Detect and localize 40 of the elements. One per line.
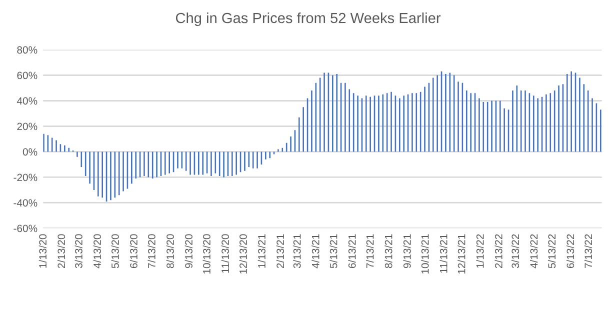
x-tick-label: 4/13/21: [312, 234, 320, 268]
x-tick-label: 1/13/22: [476, 234, 484, 268]
x-tick-label: 10/13/20: [202, 234, 210, 274]
x-tick-label: 7/13/21: [366, 234, 374, 268]
x-tick-label: 8/13/20: [166, 234, 174, 268]
x-tick-label: 8/13/21: [384, 234, 392, 268]
y-tick-label: 80%: [17, 46, 38, 54]
y-tick-label: -20%: [14, 174, 38, 182]
x-tick-label: 4/13/22: [530, 234, 538, 268]
x-tick-label: 1/13/20: [38, 234, 47, 268]
x-tick-label: 11/13/21: [440, 234, 448, 273]
x-tick-label: 2/13/20: [57, 234, 66, 268]
y-tick-label: 60%: [17, 72, 38, 80]
chart-title: Chg in Gas Prices from 52 Weeks Earlier: [176, 12, 441, 26]
x-tick-label: 3/13/22: [511, 234, 520, 268]
y-tick-label: -60%: [14, 224, 38, 232]
x-tick-label: 6/13/20: [130, 234, 138, 268]
x-tick-label: 5/13/20: [111, 234, 119, 268]
y-tick-label: 0%: [22, 148, 38, 156]
y-tick-label: 40%: [16, 97, 38, 105]
x-tick-label: 11/13/20: [221, 234, 229, 273]
x-tick-label: 6/13/21: [348, 234, 356, 268]
y-tick-label: -40%: [14, 199, 38, 207]
x-tick-label: 9/13/21: [403, 234, 411, 268]
x-tick-label: 2/13/21: [276, 234, 284, 268]
x-tick-label: 7/13/20: [148, 234, 156, 268]
x-tick-label: 7/13/22: [584, 234, 592, 268]
x-tick-label: 10/13/21: [421, 234, 429, 274]
x-tick-label: 5/13/21: [330, 234, 338, 268]
x-tick-label: 4/13/20: [93, 234, 101, 268]
x-tick-label: 9/13/20: [184, 234, 192, 268]
x-tick-label: 12/13/20: [239, 234, 247, 274]
x-tick-label: 3/13/21: [293, 234, 301, 268]
x-tick-label: 5/13/22: [548, 234, 556, 268]
y-tick-label: 20%: [17, 122, 38, 130]
x-tick-label: 12/13/21: [458, 234, 466, 274]
x-tick-label: 1/13/21: [258, 234, 266, 268]
x-tick-label: 3/13/20: [74, 234, 82, 268]
x-tick-label: 2/13/22: [494, 234, 502, 268]
x-tick-label: 6/13/22: [566, 234, 574, 268]
